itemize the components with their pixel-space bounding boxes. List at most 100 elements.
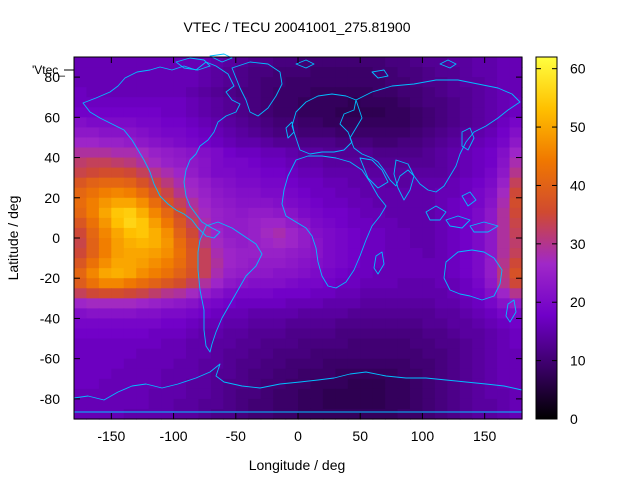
heatmap-cell: [223, 258, 237, 269]
heatmap-cell: [111, 388, 125, 400]
heatmap-cell: [397, 238, 411, 249]
heatmap-cell: [186, 77, 200, 88]
heatmap-cell: [136, 368, 150, 380]
heatmap-cell: [173, 408, 187, 420]
heatmap-cell: [210, 147, 224, 159]
heatmap-cell: [360, 348, 374, 360]
heatmap-cell: [360, 227, 374, 239]
coastline-antarctica: [73, 363, 523, 413]
coastline-madagascar: [373, 251, 385, 275]
heatmap-cell: [198, 167, 212, 179]
heatmap-cell: [410, 177, 424, 189]
heatmap-cell: [397, 378, 411, 390]
heatmap-cell: [161, 298, 175, 309]
heatmap-cell: [198, 338, 212, 350]
heatmap-cell: [198, 197, 212, 209]
heatmap-cell: [111, 87, 125, 98]
heatmap-cell: [298, 167, 312, 179]
heatmap-cell: [347, 197, 361, 209]
heatmap-cell: [98, 268, 112, 279]
heatmap-cell: [385, 117, 399, 128]
heatmap-cell: [186, 378, 200, 390]
heatmap-cell: [410, 408, 424, 420]
heatmap-cell: [98, 177, 112, 189]
heatmap-cell: [360, 278, 374, 289]
heatmap-cell: [497, 117, 511, 128]
heatmap-cell: [310, 238, 324, 249]
heatmap-cell: [422, 57, 436, 68]
heatmap-cells: [74, 57, 523, 420]
heatmap-cell: [447, 187, 461, 199]
heatmap-cell: [509, 348, 523, 360]
heatmap-cell: [434, 127, 448, 139]
heatmap-cell: [310, 388, 324, 400]
heatmap-cell: [86, 87, 100, 98]
heatmap-cell: [459, 167, 473, 179]
heatmap-cell: [198, 87, 212, 98]
heatmap-cell: [472, 177, 486, 189]
heatmap-cell: [509, 107, 523, 118]
heatmap-cell: [422, 147, 436, 159]
heatmap-cell: [509, 338, 523, 350]
heatmap-cell: [372, 298, 386, 309]
heatmap-cell: [422, 328, 436, 340]
heatmap-cell: [298, 177, 312, 189]
heatmap-cell: [111, 227, 125, 239]
heatmap-cell: [410, 167, 424, 179]
heatmap-cell: [210, 398, 224, 410]
heatmap-cell: [434, 57, 448, 68]
heatmap-cell: [385, 278, 399, 289]
heatmap-cell: [248, 187, 262, 199]
heatmap-cell: [235, 278, 249, 289]
heatmap-cell: [509, 177, 523, 189]
heatmap-cell: [509, 368, 523, 380]
heatmap-cell: [372, 408, 386, 420]
heatmap-cell: [74, 187, 88, 199]
heatmap-cell: [285, 107, 299, 118]
heatmap-cell: [509, 197, 523, 209]
heatmap-cell: [198, 248, 212, 259]
heatmap-cell: [98, 298, 112, 309]
heatmap-cell: [98, 358, 112, 370]
heatmap-cell: [223, 107, 237, 118]
heatmap-cell: [223, 177, 237, 189]
heatmap-cell: [86, 197, 100, 209]
heatmap-cell: [186, 398, 200, 410]
heatmap-cell: [161, 388, 175, 400]
heatmap-cell: [360, 57, 374, 68]
heatmap-cell: [173, 217, 187, 229]
heatmap-cell: [484, 57, 498, 68]
heatmap-cell: [459, 318, 473, 330]
heatmap-cell: [136, 408, 150, 420]
heatmap-cell: [98, 288, 112, 299]
heatmap-cell: [322, 77, 336, 88]
heatmap-cell: [397, 207, 411, 219]
heatmap-cell: [310, 398, 324, 410]
heatmap-cell: [260, 318, 274, 330]
heatmap-cell: [335, 258, 349, 269]
heatmap-cell: [497, 87, 511, 98]
heatmap-cell: [310, 358, 324, 370]
heatmap-cell: [285, 408, 299, 420]
heatmap-cell: [136, 57, 150, 68]
heatmap-cell: [248, 298, 262, 309]
heatmap-cell: [360, 217, 374, 229]
y-tick-label: 20: [44, 190, 60, 206]
heatmap-cell: [273, 157, 287, 169]
heatmap-cell: [298, 338, 312, 350]
heatmap-cell: [410, 87, 424, 98]
heatmap-cell: [422, 268, 436, 279]
heatmap-cell: [161, 117, 175, 128]
heatmap-cell: [410, 217, 424, 229]
heatmap-cell: [148, 57, 162, 68]
heatmap-cell: [186, 147, 200, 159]
heatmap-cell: [273, 308, 287, 320]
heatmap-cell: [335, 67, 349, 78]
heatmap-cell: [372, 318, 386, 330]
heatmap-cell: [260, 408, 274, 420]
heatmap-cell: [447, 338, 461, 350]
heatmap-cell: [397, 137, 411, 149]
heatmap-cell: [210, 258, 224, 269]
heatmap-cell: [347, 408, 361, 420]
heatmap-cell: [148, 187, 162, 199]
